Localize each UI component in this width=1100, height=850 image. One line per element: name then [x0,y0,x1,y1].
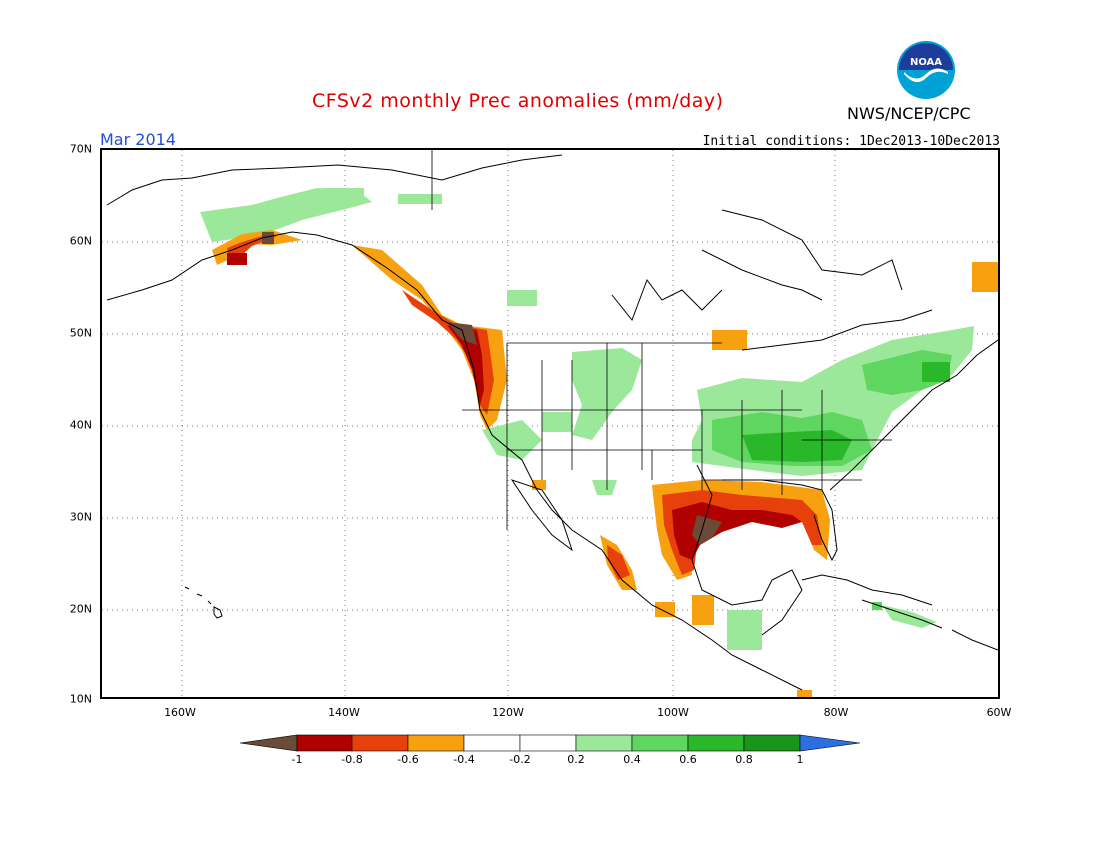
state-borders [431,150,892,530]
colorbar-label: 0.8 [735,753,753,766]
colorbar-label: 0.6 [679,753,697,766]
lon-label-60w: 60W [986,706,1012,719]
lat-label-60n: 60N [69,234,92,248]
chart-title: CFSv2 monthly Prec anomalies (mm/day) [312,90,724,112]
dry-anomaly-patches [212,230,998,697]
colorbar-bin [687,734,745,752]
colorbar-label: -0.6 [397,753,419,766]
lon-label-140w: 140W [328,706,360,719]
colorbar-lower-arrow [240,734,298,752]
colorbar-upper-arrow [799,734,860,752]
lon-label-160w: 160W [164,706,196,719]
colorbar-label: 0.4 [623,753,641,766]
lat-label-40n: 40N [69,418,92,432]
colorbar-label: -1 [291,753,303,766]
colorbar-bin [463,734,521,752]
lon-label-100w: 100W [657,706,689,719]
colorbar-label: -0.8 [341,753,363,766]
lon-label-80w: 80W [823,706,849,719]
colorbar-label: -0.2 [509,753,531,766]
noaa-logo: NOAA [897,41,955,99]
map-canvas [102,150,998,697]
colorbar-bin [296,734,353,752]
colorbar-bin [407,734,465,752]
lat-label-10n: 10N [69,692,92,706]
colorbar-label: -0.4 [453,753,475,766]
svg-text:NOAA: NOAA [910,57,942,68]
precip-anomaly-map [100,148,1000,699]
wet-anomaly-patches [200,188,974,650]
hawaii-islands [184,586,223,619]
colorbar [240,734,860,752]
initial-conditions: Initial conditions: 1Dec2013-10Dec2013 [702,134,1000,149]
lat-label-70n: 70N [69,142,92,156]
colorbar-bin [631,734,689,752]
lat-label-20n: 20N [69,602,92,616]
coastlines [106,154,998,691]
lat-label-30n: 30N [69,510,92,524]
colorbar-label: 1 [796,753,804,766]
colorbar-bin [519,734,577,752]
forecast-period: Mar 2014 [100,130,176,149]
colorbar-label: 0.2 [567,753,585,766]
colorbar-bin [575,734,633,752]
lon-label-120w: 120W [492,706,524,719]
lat-label-50n: 50N [69,326,92,340]
colorbar-bin [743,734,801,752]
organization-label: NWS/NCEP/CPC [847,104,971,123]
colorbar-bin [351,734,409,752]
